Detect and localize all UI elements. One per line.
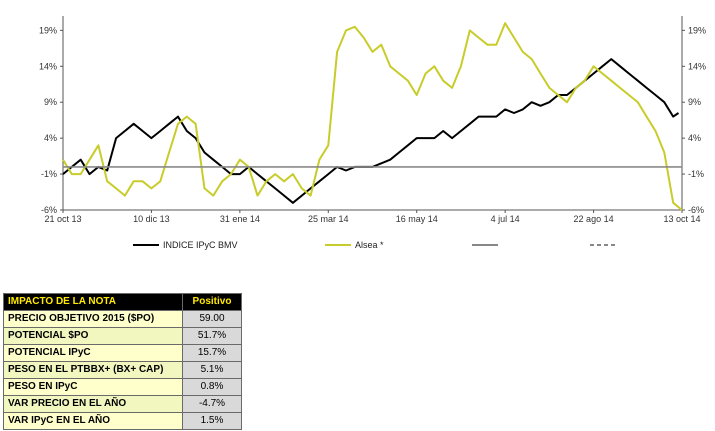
row-label: POTENCIAL IPyC	[3, 344, 183, 362]
table-row: VAR IPyC EN EL AÑO 1.5%	[3, 412, 242, 430]
row-label: POTENCIAL $PO	[3, 327, 183, 345]
y-tick-label-left: -6%	[41, 205, 57, 215]
table-row: POTENCIAL $PO 51.7%	[3, 327, 242, 345]
series-line-0	[62, 58, 680, 204]
y-tick-label-right: 4%	[688, 133, 701, 143]
x-tick-label: 16 may 14	[396, 214, 438, 224]
x-tick-label: 13 oct 14	[663, 214, 700, 224]
row-value: 0.8%	[182, 378, 242, 396]
x-tick-label: 10 dic 13	[133, 214, 170, 224]
table-row: PRECIO OBJETIVO 2015 ($PO) 59.00	[3, 310, 242, 328]
x-tick-label: 4 jul 14	[491, 214, 520, 224]
row-label: PESO EN IPyC	[3, 378, 183, 396]
price-chart: -6% -6% -1% -1% 4% 4% 9% 9% 14% 14% 19% 19% 21 oct 1…	[39, 16, 706, 250]
row-value: 15.7%	[182, 344, 242, 362]
y-tick-label-right: -6%	[688, 205, 704, 215]
row-value: 5.1%	[182, 361, 242, 379]
x-tick-label: 22 ago 14	[574, 214, 614, 224]
y-tick-label-right: 9%	[688, 97, 701, 107]
row-value: 59.00	[182, 310, 242, 328]
row-label: PESO EN EL PTBBX+ (BX+ CAP)	[3, 361, 183, 379]
table-row: POTENCIAL IPyC 15.7%	[3, 344, 242, 362]
y-tick-label-left: 19%	[39, 25, 57, 35]
x-tick-label: 25 mar 14	[308, 214, 349, 224]
series-line-1	[62, 22, 683, 211]
y-tick-label-left: -1%	[41, 169, 57, 179]
row-label: PRECIO OBJETIVO 2015 ($PO)	[3, 310, 183, 328]
y-tick-label-left: 4%	[44, 133, 57, 143]
impact-table-header: IMPACTO DE LA NOTA Positivo	[3, 293, 242, 311]
row-label: VAR IPyC EN EL AÑO	[3, 412, 183, 430]
y-tick-label-right: -1%	[688, 169, 704, 179]
x-tick-label: 21 oct 13	[44, 214, 81, 224]
table-row: VAR PRECIO EN EL AÑO -4.7%	[3, 395, 242, 413]
y-tick-label-right: 14%	[688, 61, 706, 71]
impact-header-label: IMPACTO DE LA NOTA	[3, 293, 183, 311]
row-label: VAR PRECIO EN EL AÑO	[3, 395, 183, 413]
impact-header-value: Positivo	[182, 293, 242, 311]
table-row: PESO EN EL PTBBX+ (BX+ CAP) 5.1%	[3, 361, 242, 379]
row-value: 51.7%	[182, 327, 242, 345]
table-row: PESO EN IPyC 0.8%	[3, 378, 242, 396]
x-tick-label: 31 ene 14	[220, 214, 260, 224]
legend-label: INDICE IPyC BMV	[163, 240, 238, 250]
row-value: 1.5%	[182, 412, 242, 430]
y-tick-label-right: 19%	[688, 25, 706, 35]
legend-label: Alsea *	[355, 240, 384, 250]
impact-table: IMPACTO DE LA NOTA Positivo PRECIO OBJET…	[3, 293, 242, 430]
y-tick-label-left: 14%	[39, 61, 57, 71]
row-value: -4.7%	[182, 395, 242, 413]
y-tick-label-left: 9%	[44, 97, 57, 107]
